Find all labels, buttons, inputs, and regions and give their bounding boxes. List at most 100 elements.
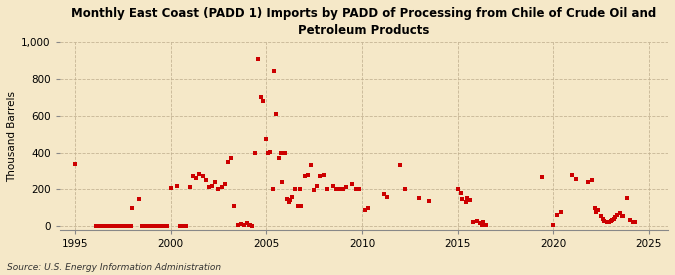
Point bbox=[219, 182, 230, 186]
Point bbox=[363, 205, 374, 210]
Point bbox=[290, 187, 300, 191]
Point bbox=[548, 223, 559, 227]
Point bbox=[119, 224, 130, 228]
Point bbox=[293, 204, 304, 208]
Point bbox=[603, 219, 614, 224]
Point bbox=[605, 218, 616, 223]
Point bbox=[586, 178, 597, 182]
Title: Monthly East Coast (PADD 1) Imports by PADD of Processing from Chile of Crude Oi: Monthly East Coast (PADD 1) Imports by P… bbox=[72, 7, 657, 37]
Point bbox=[117, 224, 128, 228]
Point bbox=[296, 204, 306, 208]
Point bbox=[567, 172, 578, 177]
Point bbox=[308, 188, 319, 192]
Point bbox=[229, 204, 240, 208]
Point bbox=[95, 224, 106, 228]
Point bbox=[610, 215, 621, 219]
Point bbox=[226, 156, 237, 160]
Point bbox=[607, 218, 618, 222]
Point bbox=[612, 213, 622, 217]
Point bbox=[338, 187, 348, 191]
Point bbox=[599, 218, 610, 223]
Text: Source: U.S. Energy Information Administration: Source: U.S. Energy Information Administ… bbox=[7, 263, 221, 272]
Point bbox=[457, 196, 468, 201]
Point bbox=[471, 218, 482, 223]
Point bbox=[400, 187, 410, 191]
Point bbox=[188, 174, 198, 179]
Point bbox=[537, 175, 547, 180]
Point bbox=[328, 183, 339, 188]
Point bbox=[263, 151, 273, 156]
Point bbox=[395, 163, 406, 168]
Point bbox=[175, 224, 186, 228]
Point bbox=[615, 211, 626, 215]
Point bbox=[149, 224, 160, 228]
Point bbox=[106, 224, 117, 228]
Point bbox=[267, 187, 278, 191]
Point bbox=[452, 187, 463, 191]
Point bbox=[103, 224, 114, 228]
Point bbox=[277, 180, 288, 184]
Point bbox=[136, 224, 147, 228]
Point bbox=[460, 200, 471, 204]
Point bbox=[261, 137, 271, 141]
Point bbox=[127, 205, 138, 210]
Point bbox=[423, 199, 434, 204]
Point bbox=[275, 151, 286, 156]
Point bbox=[216, 184, 227, 189]
Point bbox=[181, 224, 192, 228]
Point bbox=[99, 224, 109, 228]
Point bbox=[92, 224, 103, 228]
Point bbox=[114, 224, 125, 228]
Point bbox=[341, 185, 352, 190]
Point bbox=[70, 161, 80, 166]
Point bbox=[273, 156, 284, 160]
Point bbox=[156, 224, 167, 228]
Point bbox=[245, 223, 256, 227]
Point bbox=[258, 99, 269, 103]
Point bbox=[465, 198, 476, 203]
Point bbox=[184, 184, 195, 189]
Point bbox=[207, 183, 217, 188]
Point bbox=[334, 187, 345, 191]
Point bbox=[108, 224, 119, 228]
Point bbox=[302, 172, 313, 177]
Point bbox=[159, 224, 169, 228]
Point bbox=[347, 182, 358, 186]
Point bbox=[321, 187, 332, 191]
Point bbox=[319, 172, 329, 177]
Point bbox=[93, 224, 104, 228]
Point bbox=[124, 224, 134, 228]
Point bbox=[194, 172, 205, 176]
Point bbox=[190, 176, 201, 180]
Point bbox=[462, 196, 472, 200]
Point bbox=[100, 224, 111, 228]
Point bbox=[200, 178, 211, 182]
Point bbox=[468, 220, 479, 225]
Point bbox=[210, 180, 221, 184]
Point bbox=[596, 214, 607, 218]
Point bbox=[570, 177, 581, 182]
Point bbox=[111, 224, 122, 228]
Point bbox=[162, 224, 173, 228]
Point bbox=[153, 224, 163, 228]
Point bbox=[256, 95, 267, 100]
Point bbox=[133, 196, 144, 201]
Point bbox=[583, 180, 594, 184]
Point bbox=[350, 187, 361, 191]
Point bbox=[556, 210, 567, 214]
Point bbox=[143, 224, 154, 228]
Point bbox=[281, 196, 292, 201]
Point bbox=[608, 216, 619, 221]
Point bbox=[171, 183, 182, 188]
Point bbox=[97, 224, 107, 228]
Point bbox=[602, 220, 613, 225]
Point bbox=[481, 223, 491, 227]
Point bbox=[360, 207, 371, 212]
Point bbox=[353, 187, 364, 191]
Point bbox=[122, 224, 133, 228]
Point bbox=[146, 224, 157, 228]
Point bbox=[591, 210, 601, 214]
Y-axis label: Thousand Barrels: Thousand Barrels bbox=[7, 90, 17, 182]
Point bbox=[269, 68, 279, 73]
Point bbox=[242, 221, 252, 226]
